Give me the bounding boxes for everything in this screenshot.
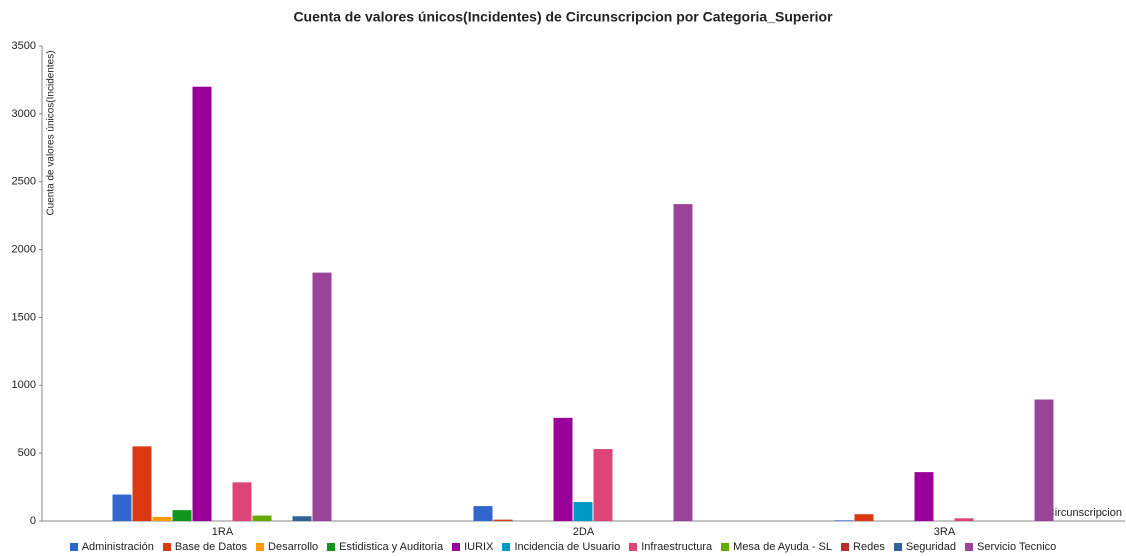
legend-item: Estidistica y Auditoria [327,541,443,553]
legend-item: Infraestructura [629,541,712,553]
legend-label: IURIX [464,541,494,553]
bar [914,472,934,521]
legend-swatch [629,543,638,551]
legend-swatch [502,543,511,551]
legend-item: Administración [69,541,154,553]
legend-item: Incidencia de Usuario [502,541,620,553]
y-tick-label: 2000 [12,243,36,255]
legend-swatch [69,543,78,551]
legend-label: Incidencia de Usuario [514,541,621,553]
legend-swatch [162,543,171,551]
chart-title: Cuenta de valores únicos(Incidentes) de … [293,9,833,25]
x-axis-label: Circunscripcion [1047,507,1122,519]
legend-label: Administración [81,541,154,553]
y-tick-label: 2500 [12,176,36,188]
bar [132,446,152,521]
legend-label: Estidistica y Auditoria [339,541,444,553]
chart: Cuenta de valores únicos(Incidentes) de … [12,9,1125,538]
legend-label: Redes [853,541,885,553]
y-tick-label: 3000 [12,108,36,120]
bar [192,86,212,521]
y-axis-label: Cuenta de valores únicos(Incidentes) [46,50,57,215]
legend-label: Servicio Tecnico [976,541,1057,553]
x-tick-label: 2DA [573,526,595,538]
y-tick-label: 3500 [12,40,36,52]
bar [252,515,272,521]
legend-item: Base de Datos [162,541,248,553]
legend-item: IURIX [452,541,493,553]
legend-swatch [256,543,265,551]
legend-item: Redes [841,541,885,553]
x-tick-label: 1RA [212,526,234,538]
bar [232,482,252,521]
legend-item: Seguridad [893,541,956,553]
y-tick-label: 500 [18,447,36,459]
bar [553,417,573,521]
legend-item: Mesa de Ayuda - SL [721,541,832,553]
legend-swatch [327,543,336,551]
bar [292,516,312,521]
legend-swatch [964,543,973,551]
legend: Administración Base de Datos Desarrollo Est… [0,541,1126,553]
legend-swatch [841,543,850,551]
bar [473,506,493,521]
bar [834,520,854,521]
legend-label: Desarrollo [268,541,319,553]
bar [1034,399,1054,521]
bar [573,502,593,521]
bar [112,494,132,521]
bar [954,518,974,521]
x-tick-label: 3RA [934,526,956,538]
legend-label: Mesa de Ayuda - SL [733,541,833,553]
legend-item: Desarrollo [256,541,318,553]
legend-swatch [893,543,902,551]
legend-swatch [452,543,461,551]
y-tick-label: 1000 [12,379,36,391]
bar [312,272,332,521]
bar [673,204,693,521]
legend-swatch [721,543,730,551]
bar [152,516,172,521]
legend-label: Base de Datos [174,541,248,553]
legend-label: Seguridad [905,541,956,553]
bar [854,514,874,521]
legend-item: Servicio Tecnico [964,541,1057,553]
bar [172,510,192,521]
bar [593,449,613,521]
legend-label: Infraestructura [641,541,713,553]
bar [493,519,513,521]
y-tick-label: 0 [30,515,36,527]
y-tick-label: 1500 [12,311,36,323]
